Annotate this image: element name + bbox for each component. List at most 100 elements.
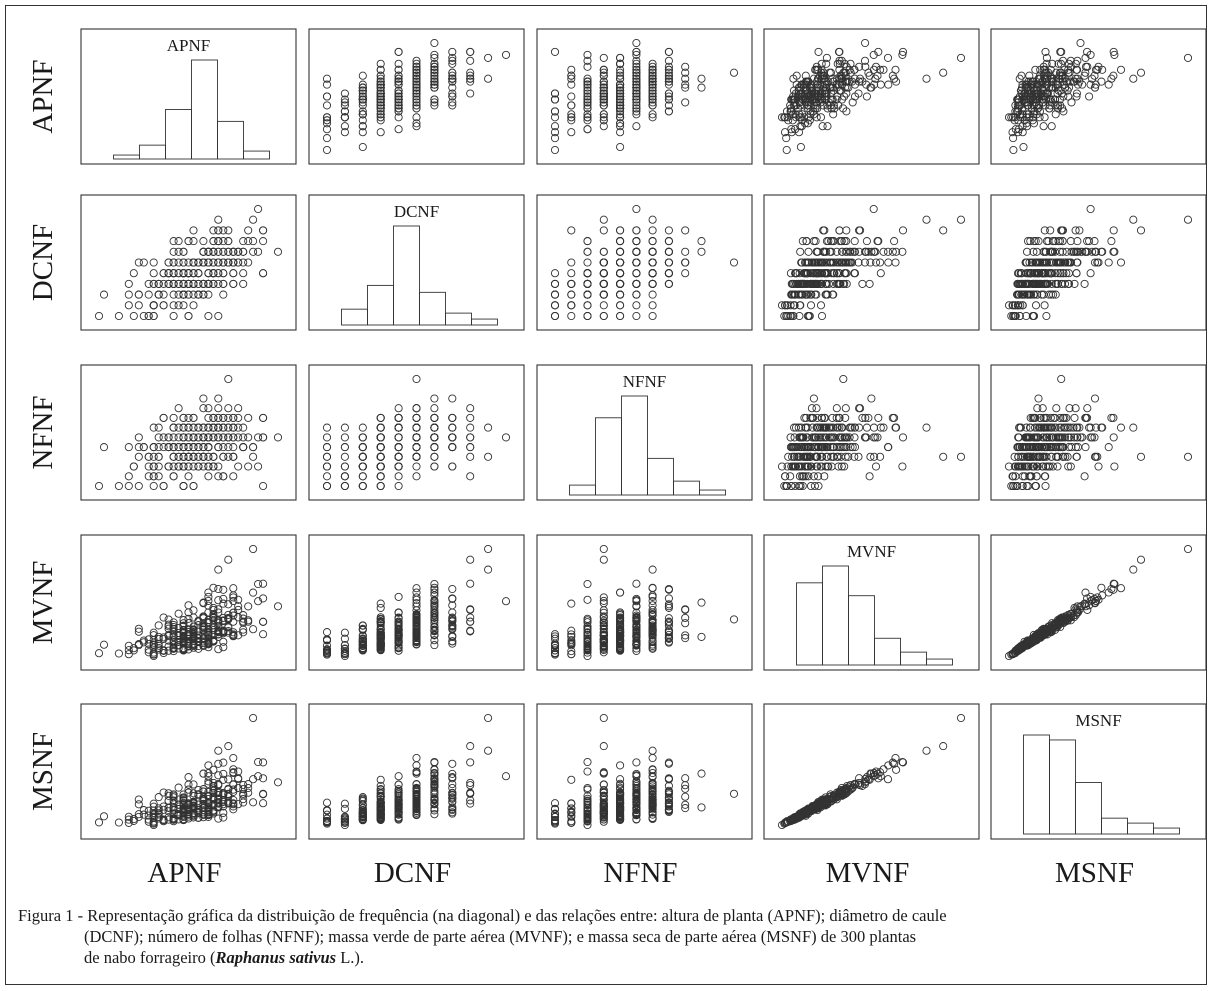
scatter-point — [1098, 65, 1107, 74]
scatter-point — [204, 269, 213, 278]
scatter-point — [184, 290, 193, 299]
scatter-point — [224, 226, 233, 235]
scatter-point — [394, 125, 403, 134]
scatter-point — [466, 77, 475, 86]
scatter-point — [322, 134, 332, 143]
scatter-point — [616, 122, 625, 131]
scatter-point — [209, 269, 218, 278]
scatter-point — [209, 258, 218, 267]
scatter-point — [124, 301, 133, 310]
scatter-point — [800, 92, 809, 101]
scatter-point — [124, 279, 133, 288]
scatter-point — [648, 83, 657, 92]
scatter-point — [412, 95, 421, 104]
scatter-point — [159, 290, 168, 299]
scatter-point — [632, 98, 641, 107]
scatter-point — [358, 110, 367, 119]
scatter-point — [376, 59, 385, 68]
scatter-point — [599, 95, 608, 104]
scatter-point — [394, 113, 403, 122]
scatter-point — [239, 279, 248, 288]
scatter-point — [239, 247, 248, 256]
scatter-point — [144, 311, 153, 321]
scatter-point — [567, 110, 576, 119]
scatter-point — [412, 92, 421, 101]
scatter-point — [1031, 95, 1040, 104]
scatter-point — [819, 68, 828, 77]
scatter-point — [616, 104, 625, 113]
scatter-point — [1072, 89, 1081, 98]
scatter-point — [599, 98, 608, 107]
scatter-point — [412, 83, 421, 92]
scatter-point — [189, 269, 198, 278]
scatter-point — [599, 71, 608, 80]
scatter-point — [209, 279, 218, 288]
scatter-point — [1022, 92, 1031, 101]
scatter-point — [583, 83, 592, 92]
scatter-point — [358, 71, 367, 80]
scatter-point — [797, 89, 806, 98]
scatter-point — [1029, 113, 1038, 122]
scatter-point — [412, 101, 421, 110]
scatter-point — [340, 128, 349, 137]
scatter-point — [816, 113, 826, 122]
scatter-point — [1031, 65, 1040, 74]
scatter-point — [322, 125, 332, 134]
scatter-point — [229, 247, 238, 256]
scatter-point — [648, 74, 657, 83]
scatter-point — [583, 95, 592, 104]
scatter-point — [616, 119, 625, 128]
scatter-point — [466, 47, 475, 56]
panel-APNF-DCNF — [308, 28, 525, 165]
scatter-point — [1022, 122, 1032, 131]
scatter-point — [484, 74, 493, 83]
scatter-point — [632, 86, 641, 95]
scatter-point — [322, 101, 332, 110]
scatter-point — [814, 47, 823, 56]
scatter-point — [394, 92, 403, 101]
scatter-point — [358, 80, 367, 89]
scatter-point — [189, 279, 198, 288]
scatter-point — [234, 258, 243, 267]
scatter-point — [129, 269, 138, 278]
scatter-point — [616, 142, 625, 152]
scatter-point — [850, 65, 859, 74]
scatter-point — [616, 65, 625, 74]
scatter-point — [616, 71, 625, 80]
scatter-point — [174, 301, 183, 310]
scatter-point — [448, 83, 457, 92]
scatter-point — [792, 80, 801, 89]
scatter-point — [681, 62, 690, 71]
scatter-point — [583, 125, 592, 134]
scatter-point — [169, 311, 178, 321]
panel-MVNF-APNF — [80, 534, 297, 671]
scatter-point — [876, 65, 885, 74]
scatter-point — [599, 77, 608, 86]
scatter-point — [358, 107, 367, 116]
scatter-point — [229, 258, 238, 267]
scatter-point — [174, 279, 183, 288]
scatter-point — [648, 113, 657, 122]
scatter-point — [862, 92, 871, 101]
scatter-point — [322, 119, 332, 128]
scatter-point — [259, 226, 268, 235]
scatter-point — [169, 279, 178, 288]
scatter-point — [782, 145, 791, 155]
scatter-point — [837, 56, 846, 65]
scatter-point — [144, 290, 153, 299]
scatter-point — [1039, 122, 1048, 131]
scatter-point — [697, 74, 706, 83]
scatter-point — [376, 113, 385, 122]
scatter-point — [394, 101, 403, 110]
scatter-point — [1029, 110, 1038, 119]
scatter-point — [376, 77, 385, 86]
scatter-point — [244, 237, 253, 246]
scatter-point — [204, 247, 213, 256]
scatter-point — [219, 269, 228, 278]
scatter-point — [664, 62, 673, 71]
scatter-point — [129, 311, 138, 321]
scatter-point — [876, 80, 885, 89]
scatter-point — [94, 311, 104, 321]
scatter-point — [1052, 77, 1061, 86]
scatter-point — [169, 247, 178, 256]
